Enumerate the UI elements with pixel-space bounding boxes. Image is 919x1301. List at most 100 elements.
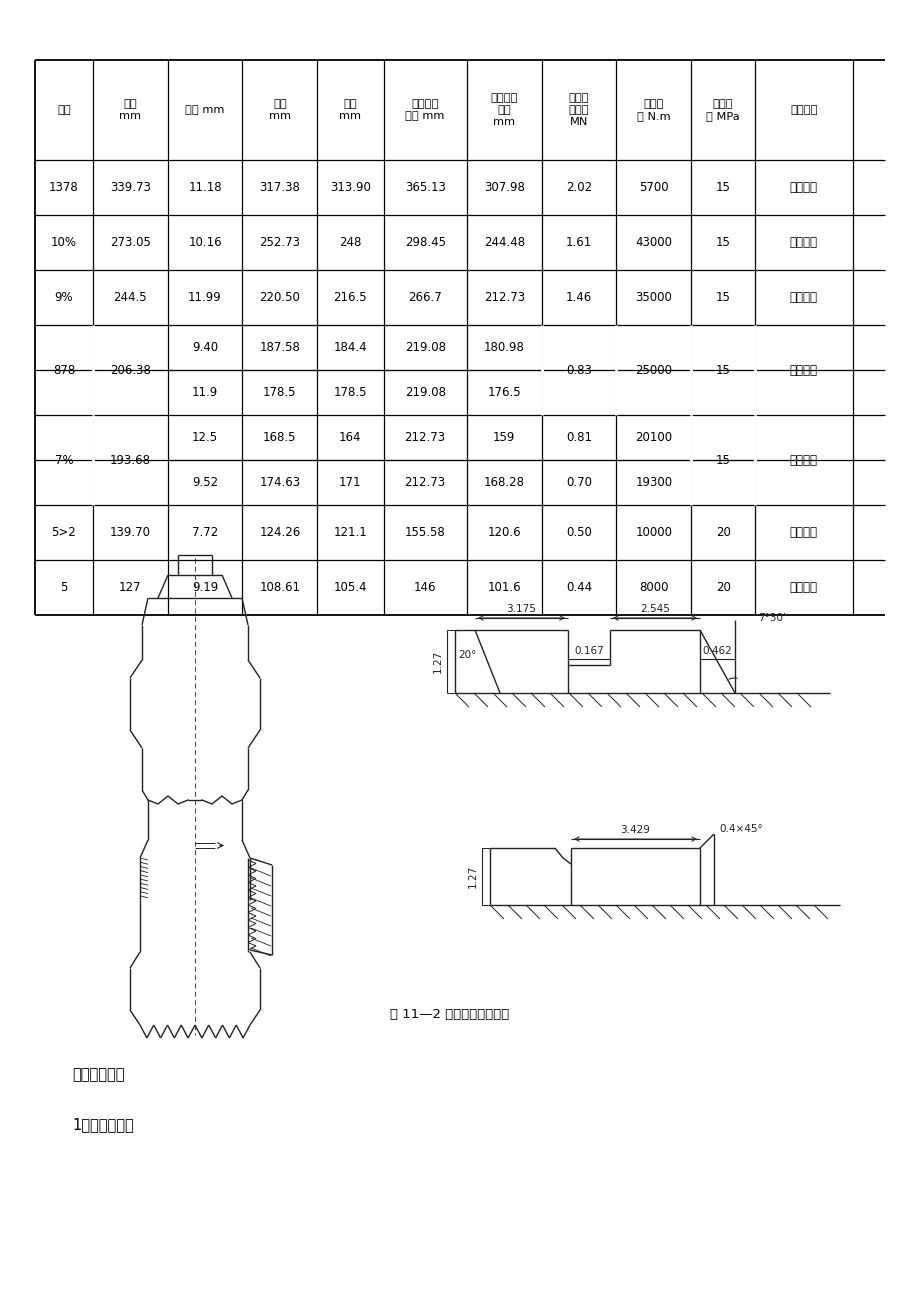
Text: 127: 127 xyxy=(119,582,142,595)
Text: 174.63: 174.63 xyxy=(259,476,300,489)
Text: 248: 248 xyxy=(339,235,361,248)
Text: 313.90: 313.90 xyxy=(330,181,370,194)
Text: 11.9: 11.9 xyxy=(192,386,218,399)
Text: 365.13: 365.13 xyxy=(404,181,445,194)
Text: 0.167: 0.167 xyxy=(573,647,603,657)
Text: 四、使用操作: 四、使用操作 xyxy=(72,1068,124,1082)
Text: 5700: 5700 xyxy=(639,181,668,194)
Text: 0.4×45°: 0.4×45° xyxy=(719,824,762,834)
Text: 0.462: 0.462 xyxy=(702,647,732,657)
Text: 1.61: 1.61 xyxy=(565,235,592,248)
Text: 内径
mm: 内径 mm xyxy=(268,99,290,121)
Text: 193.68: 193.68 xyxy=(109,454,151,467)
Text: 121.1: 121.1 xyxy=(333,526,367,539)
Text: 拧紧力
矩 N.m: 拧紧力 矩 N.m xyxy=(636,99,670,121)
Text: 20: 20 xyxy=(715,582,730,595)
Text: 9%: 9% xyxy=(54,291,74,304)
Text: 双级螺纹: 双级螺纹 xyxy=(789,454,817,467)
Text: 307.98: 307.98 xyxy=(483,181,524,194)
Text: 10000: 10000 xyxy=(635,526,672,539)
Text: 1378: 1378 xyxy=(49,181,79,194)
Text: 2.02: 2.02 xyxy=(565,181,592,194)
Text: 密封压
力 MPa: 密封压 力 MPa xyxy=(706,99,739,121)
Text: 5>2: 5>2 xyxy=(51,526,76,539)
Text: 20°: 20° xyxy=(458,650,476,660)
Text: 219.08: 219.08 xyxy=(404,341,445,354)
Text: 212.73: 212.73 xyxy=(404,476,445,489)
Text: 11.18: 11.18 xyxy=(188,181,221,194)
Text: 105.4: 105.4 xyxy=(334,582,367,595)
Text: 0.83: 0.83 xyxy=(565,363,591,376)
Text: 35000: 35000 xyxy=(635,291,672,304)
Text: 外径
mm: 外径 mm xyxy=(119,99,141,121)
Text: 双级螺纹: 双级螺纹 xyxy=(789,291,817,304)
Text: 187.58: 187.58 xyxy=(259,341,300,354)
Text: 7°30': 7°30' xyxy=(757,613,785,623)
Text: 8000: 8000 xyxy=(639,582,668,595)
Text: 317.38: 317.38 xyxy=(259,181,300,194)
Text: 7.72: 7.72 xyxy=(192,526,218,539)
Text: 15: 15 xyxy=(715,363,730,376)
Text: 20: 20 xyxy=(715,526,730,539)
Text: 15: 15 xyxy=(715,454,730,467)
Text: 298.45: 298.45 xyxy=(404,235,445,248)
Text: 171: 171 xyxy=(339,476,361,489)
Text: 15: 15 xyxy=(715,235,730,248)
Text: 155.58: 155.58 xyxy=(404,526,445,539)
Text: 206.38: 206.38 xyxy=(109,363,151,376)
Text: 124.26: 124.26 xyxy=(259,526,301,539)
Text: 15: 15 xyxy=(715,181,730,194)
Text: 159: 159 xyxy=(493,431,515,444)
Text: 0.81: 0.81 xyxy=(565,431,591,444)
Text: 252.73: 252.73 xyxy=(259,235,300,248)
Text: 0.70: 0.70 xyxy=(565,476,591,489)
Text: 168.5: 168.5 xyxy=(263,431,296,444)
Text: 1.27: 1.27 xyxy=(468,865,478,889)
Text: 176.5: 176.5 xyxy=(487,386,520,399)
Text: 164: 164 xyxy=(339,431,361,444)
Text: 双级螺纹: 双级螺纹 xyxy=(789,582,817,595)
Text: 266.7: 266.7 xyxy=(408,291,441,304)
Text: 220.50: 220.50 xyxy=(259,291,300,304)
Text: 1、套铣前准备: 1、套铣前准备 xyxy=(72,1118,133,1132)
Text: 108.61: 108.61 xyxy=(259,582,300,595)
Text: 9.19: 9.19 xyxy=(192,582,218,595)
Text: 10.16: 10.16 xyxy=(188,235,221,248)
Text: 178.5: 178.5 xyxy=(263,386,296,399)
Text: 2.545: 2.545 xyxy=(640,604,669,614)
Text: 最大套铣
钻具
mm: 最大套铣 钻具 mm xyxy=(490,92,517,127)
Text: 连接螺纹: 连接螺纹 xyxy=(789,105,817,114)
Text: 43000: 43000 xyxy=(635,235,672,248)
Text: 216.5: 216.5 xyxy=(334,291,367,304)
Text: 规格: 规格 xyxy=(57,105,71,114)
Text: 9.52: 9.52 xyxy=(192,476,218,489)
Text: 最大使用
井径 mm: 最大使用 井径 mm xyxy=(405,99,445,121)
Text: 219.08: 219.08 xyxy=(404,386,445,399)
Text: 15: 15 xyxy=(715,291,730,304)
Text: 878: 878 xyxy=(52,363,75,376)
Text: 0.50: 0.50 xyxy=(565,526,591,539)
Text: 20100: 20100 xyxy=(634,431,672,444)
Text: 双级螺纹: 双级螺纹 xyxy=(789,363,817,376)
Text: 212.73: 212.73 xyxy=(404,431,445,444)
Text: 178.5: 178.5 xyxy=(334,386,367,399)
Text: 3.175: 3.175 xyxy=(506,604,536,614)
Text: 5: 5 xyxy=(60,582,67,595)
Text: 图 11—2 套铣管柱牙型尺寸: 图 11—2 套铣管柱牙型尺寸 xyxy=(390,1008,509,1021)
Text: 139.70: 139.70 xyxy=(109,526,151,539)
Text: 通径
mm: 通径 mm xyxy=(339,99,361,121)
Text: 180.98: 180.98 xyxy=(483,341,524,354)
Text: 19300: 19300 xyxy=(634,476,672,489)
Text: 9.40: 9.40 xyxy=(192,341,218,354)
Text: 244.5: 244.5 xyxy=(113,291,147,304)
Text: 最大抗
拉载荷
MN: 最大抗 拉载荷 MN xyxy=(568,92,589,127)
Text: 1.27: 1.27 xyxy=(433,650,443,673)
Text: 212.73: 212.73 xyxy=(483,291,524,304)
Text: 168.28: 168.28 xyxy=(483,476,524,489)
Text: 1.46: 1.46 xyxy=(565,291,592,304)
Text: 壁厚 mm: 壁厚 mm xyxy=(185,105,224,114)
Text: 184.4: 184.4 xyxy=(334,341,367,354)
Text: 146: 146 xyxy=(414,582,436,595)
Text: 12.5: 12.5 xyxy=(192,431,218,444)
Text: 10%: 10% xyxy=(51,235,77,248)
